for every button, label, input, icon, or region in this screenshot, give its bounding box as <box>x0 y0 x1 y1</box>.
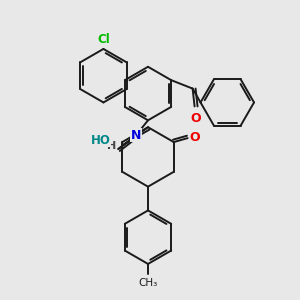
Text: H: H <box>107 141 116 151</box>
Text: O: O <box>190 112 201 125</box>
Text: Cl: Cl <box>97 33 110 46</box>
Text: N: N <box>131 129 141 142</box>
Text: N: N <box>131 129 141 142</box>
Text: CH₃: CH₃ <box>138 278 158 288</box>
Text: CH₃: CH₃ <box>138 278 158 288</box>
Text: HO: HO <box>91 134 110 147</box>
Text: H: H <box>107 141 116 151</box>
Text: O: O <box>189 130 200 144</box>
Text: Cl: Cl <box>97 33 110 46</box>
Text: O: O <box>189 130 200 144</box>
Text: O: O <box>190 112 201 125</box>
Text: HO: HO <box>91 134 110 147</box>
